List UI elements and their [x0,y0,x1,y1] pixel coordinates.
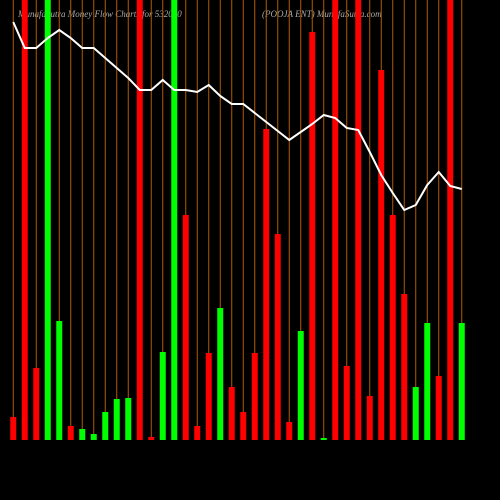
bar [447,0,454,440]
bar [194,426,201,440]
bar [125,398,132,440]
bar [228,387,235,440]
bar [458,323,465,440]
line [12,21,463,212]
bar [182,215,189,440]
bar [424,323,431,440]
bar [113,399,120,440]
bar [263,129,270,440]
bar [21,0,28,440]
bar [251,353,258,440]
bar [10,417,17,440]
bar [33,368,40,440]
bar [320,438,327,440]
bar [401,294,408,440]
bar [136,0,143,440]
bar [90,434,97,440]
bar [217,308,224,440]
bar [274,234,281,440]
chart-title: MunafaSutra Money Flow Charts for 532050 [17,9,182,19]
bar [102,412,109,440]
bar [44,0,51,440]
bar [378,70,385,440]
bar [435,376,442,440]
bar [366,396,373,440]
bar [412,387,419,440]
bar [286,422,293,440]
bar [159,352,166,440]
bar [67,426,74,440]
bar [79,429,86,440]
bar [171,0,178,440]
bar [309,32,316,440]
bar [56,321,63,440]
bar [343,366,350,440]
bar [355,0,362,440]
bar [205,353,212,440]
bar [332,0,339,440]
bar [389,215,396,440]
bar [240,412,247,440]
bar [148,437,155,440]
chart-subtitle: (POOJA ENT) MunafaSutra.com [262,9,382,19]
plot [10,0,465,440]
bar [297,331,304,440]
